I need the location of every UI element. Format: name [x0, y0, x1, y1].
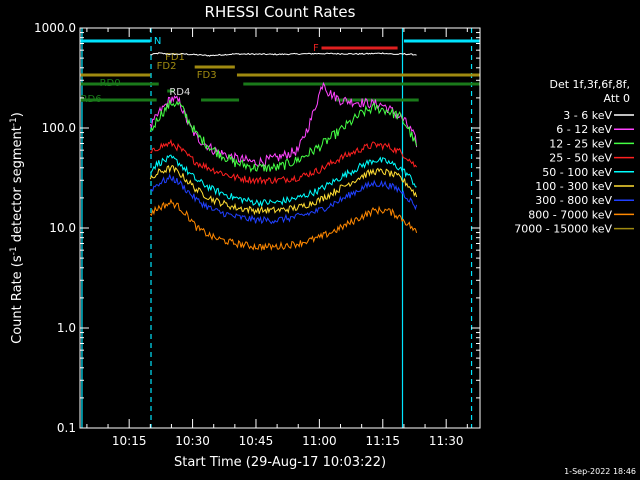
legend-entry: 50 - 100 keV — [542, 166, 634, 179]
state-label: RD6 — [81, 94, 102, 105]
legend-label: 50 - 100 keV — [542, 166, 612, 179]
legend-label: 100 - 300 keV — [535, 180, 612, 193]
series-line — [150, 198, 418, 252]
legend-entry: 6 - 12 keV — [556, 123, 634, 136]
legend-label: 800 - 7000 keV — [528, 208, 612, 221]
series-line — [150, 138, 418, 186]
x-tick-label: 11:15 — [365, 434, 400, 448]
x-tick-label: 10:15 — [112, 434, 147, 448]
y-axis: 0.1 1.0 10.0 100.0 1000.0 — [34, 21, 480, 435]
legend-label: 25 - 50 keV — [549, 152, 612, 165]
y-axis-label: Count Rate (s-1 detector segment-1) — [9, 112, 25, 344]
chart-title: RHESSI Count Rates — [205, 3, 356, 21]
legend-entry: 800 - 7000 keV — [528, 208, 634, 221]
x-axis-label: Start Time (29-Aug-17 10:03:22) — [174, 455, 386, 470]
render-timestamp: 1-Sep-2022 18:46 — [564, 467, 636, 476]
legend-label: 7000 - 15000 keV — [514, 223, 612, 236]
state-label: RD0 — [100, 78, 121, 89]
x-tick-label: 11:30 — [429, 434, 464, 448]
series-line — [149, 81, 418, 168]
legend-entry: 25 - 50 keV — [549, 152, 634, 165]
x-tick-label: 10:30 — [175, 434, 210, 448]
legend-label: 6 - 12 keV — [556, 123, 612, 136]
y-tick-label: 10.0 — [49, 221, 76, 235]
legend-title-line2: Att 0 — [604, 92, 630, 105]
legend-entry: 100 - 300 keV — [535, 180, 634, 193]
series-layer — [149, 52, 418, 252]
state-label: FD1 — [165, 52, 185, 63]
legend-label: 3 - 6 keV — [563, 109, 612, 122]
y-tick-label: 1000.0 — [34, 21, 76, 35]
series-line — [150, 173, 418, 225]
state-label: FD2 — [157, 61, 177, 72]
legend-entry: 300 - 800 keV — [535, 194, 634, 207]
state-label: F — [313, 43, 319, 54]
state-label: RD4 — [169, 87, 190, 98]
legend-entry: 7000 - 15000 keV — [514, 223, 634, 236]
legend-entry: 3 - 6 keV — [563, 109, 634, 122]
x-tick-label: 10:45 — [239, 434, 274, 448]
legend-entry: 12 - 25 keV — [549, 137, 634, 150]
state-label: N — [154, 36, 161, 47]
x-axis: 10:15 10:30 10:45 11:00 11:15 11:30 — [86, 28, 468, 448]
legend-label: 300 - 800 keV — [535, 194, 612, 207]
series-line — [149, 164, 418, 216]
series-line — [150, 52, 417, 57]
y-tick-label: 0.1 — [57, 421, 76, 435]
series-line — [149, 99, 418, 173]
legend-title-line1: Det 1f,3f,6f,8f, — [549, 78, 630, 91]
y-tick-label: 100.0 — [42, 121, 76, 135]
legend-label: 12 - 25 keV — [549, 137, 612, 150]
series-line — [150, 154, 417, 208]
y-tick-label: 1.0 — [57, 321, 76, 335]
state-label: FD3 — [197, 70, 217, 81]
x-tick-label: 11:00 — [302, 434, 337, 448]
